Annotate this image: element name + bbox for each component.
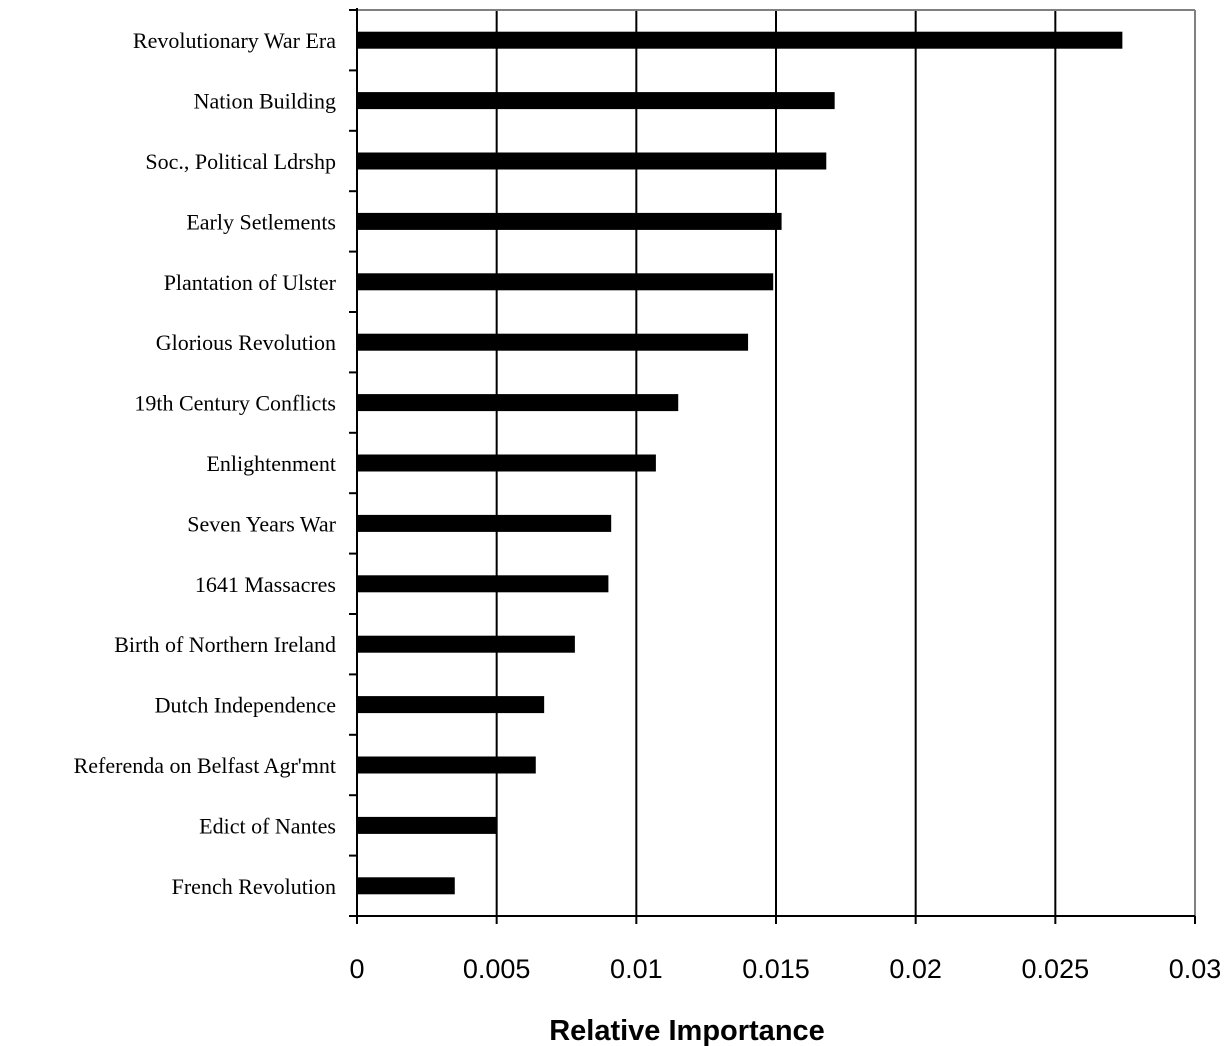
category-label: 19th Century Conflicts [134, 391, 336, 416]
x-tick-label: 0.025 [1022, 954, 1090, 984]
category-label: Seven Years War [187, 511, 336, 536]
category-label: Plantation of Ulster [164, 270, 337, 295]
category-label: Edict of Nantes [199, 813, 336, 838]
x-axis-title: Relative Importance [549, 1015, 825, 1046]
bar [357, 333, 749, 351]
bar [357, 152, 827, 170]
bar [357, 575, 609, 593]
category-label: 1641 Massacres [195, 572, 336, 597]
tick-labels: 0 0.005 0.01 0.015 0.02 0.025 0.03 [349, 954, 1221, 984]
category-label: Birth of Northern Ireland [114, 632, 336, 657]
category-label: Nation Building [194, 89, 336, 114]
bar [357, 877, 455, 895]
x-tick-label: 0.005 [463, 954, 531, 984]
x-tick-label: 0.015 [742, 954, 810, 984]
x-tick-label: 0.02 [889, 954, 942, 984]
bars [357, 31, 1123, 895]
category-label: Glorious Revolution [156, 330, 336, 355]
bar [357, 92, 835, 110]
bar [357, 816, 497, 834]
category-label: Referenda on Belfast Agr'mnt [74, 753, 336, 778]
category-label: French Revolution [172, 874, 336, 899]
category-label: Dutch Independence [155, 693, 336, 718]
bar [357, 635, 575, 653]
bar [357, 454, 656, 472]
x-tick-label: 0 [349, 954, 364, 984]
x-tick-label: 0.01 [610, 954, 663, 984]
bar [357, 212, 782, 230]
category-label: Enlightenment [206, 451, 336, 476]
category-label: Early Setlements [186, 209, 336, 234]
category-label: Soc., Political Ldrshp [145, 149, 336, 174]
category-labels: Revolutionary War Era Nation Building Soc.… [74, 28, 337, 899]
bar [357, 394, 679, 412]
bar [357, 756, 536, 774]
category-label: Revolutionary War Era [133, 28, 336, 53]
bar [357, 273, 774, 291]
bar [357, 696, 545, 714]
bar [357, 514, 612, 532]
bar [357, 31, 1123, 49]
axes [349, 8, 1196, 924]
x-tick-label: 0.03 [1169, 954, 1222, 984]
